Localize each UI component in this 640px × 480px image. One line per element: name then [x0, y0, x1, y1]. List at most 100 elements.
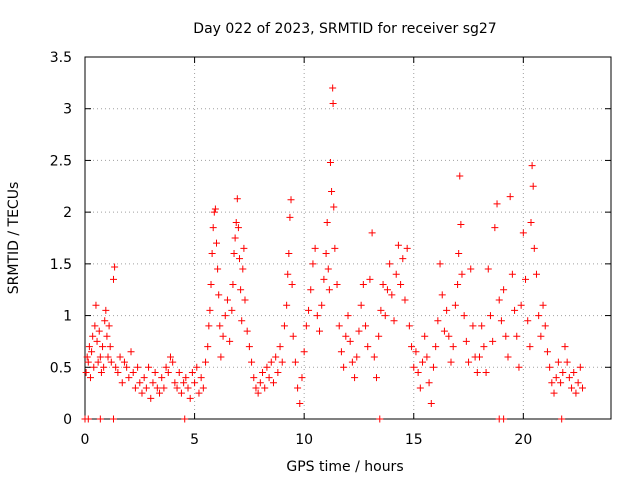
data-point: [96, 415, 104, 423]
data-point: [419, 358, 427, 366]
data-point: [149, 379, 157, 387]
data-point: [175, 368, 183, 376]
data-point: [388, 291, 396, 299]
data-point: [195, 389, 203, 397]
data-point: [570, 368, 578, 376]
data-point: [526, 343, 534, 351]
data-point: [276, 343, 284, 351]
data-point: [111, 263, 119, 271]
data-point: [329, 100, 337, 108]
data-point: [204, 343, 212, 351]
data-point: [100, 363, 108, 371]
data-point: [107, 358, 115, 366]
data-point: [82, 368, 90, 376]
data-point: [414, 368, 422, 376]
data-point: [109, 415, 117, 423]
data-point: [241, 296, 249, 304]
data-point: [90, 363, 98, 371]
data-point: [105, 322, 113, 330]
data-point: [313, 312, 321, 320]
data-point: [502, 332, 510, 340]
data-point: [425, 379, 433, 387]
data-point: [307, 286, 315, 294]
data-point: [116, 353, 124, 361]
data-point: [234, 224, 242, 232]
data-point: [519, 229, 527, 237]
y-tick-label: 2.5: [50, 153, 72, 169]
data-point: [169, 358, 177, 366]
data-point: [298, 374, 306, 382]
data-point: [164, 368, 172, 376]
data-point: [254, 389, 262, 397]
data-point: [181, 415, 189, 423]
data-point: [302, 322, 310, 330]
data-point: [118, 379, 126, 387]
data-point: [286, 213, 294, 221]
data-point: [91, 322, 99, 330]
data-point: [318, 301, 326, 309]
data-point: [386, 260, 394, 268]
data-point: [416, 384, 424, 392]
data-point: [476, 353, 483, 361]
data-point: [324, 265, 332, 273]
data-point: [344, 312, 352, 320]
data-point: [280, 322, 288, 330]
data-point: [421, 332, 429, 340]
data-point: [527, 218, 535, 226]
data-point: [256, 379, 264, 387]
x-tick-label: 0: [81, 432, 90, 448]
data-point: [180, 379, 188, 387]
data-point: [552, 374, 560, 382]
data-point: [93, 337, 101, 345]
data-point: [237, 286, 245, 294]
data-point: [465, 358, 473, 366]
data-point: [515, 363, 523, 371]
data-point: [127, 348, 135, 356]
x-tick-labels: 0 5 10 15 20: [81, 432, 533, 448]
chart-title: Day 022 of 2023, SRMTID for receiver sg2…: [193, 21, 496, 37]
data-point: [84, 358, 92, 366]
data-point: [239, 265, 247, 273]
data-point: [325, 286, 333, 294]
data-point: [357, 301, 365, 309]
data-point: [245, 343, 253, 351]
data-point: [173, 384, 181, 392]
grid-lines: [85, 57, 611, 419]
data-point: [284, 270, 292, 278]
data-point: [535, 312, 543, 320]
data-point: [238, 317, 246, 325]
data-point: [265, 374, 273, 382]
data-point: [112, 363, 120, 371]
data-point: [259, 368, 267, 376]
data-point: [351, 374, 359, 382]
y-tick-label: 3: [63, 102, 72, 118]
data-point: [296, 399, 304, 407]
plot-frame: [84, 56, 612, 420]
data-point: [86, 374, 94, 382]
y-tick-label: 2: [63, 205, 72, 221]
data-point: [449, 343, 457, 351]
data-point: [232, 218, 240, 226]
data-point: [83, 353, 91, 361]
data-point: [323, 218, 331, 226]
data-point: [226, 337, 234, 345]
data-point: [528, 162, 536, 170]
data-point: [214, 265, 222, 273]
data-point: [508, 270, 516, 278]
data-point: [379, 281, 387, 289]
data-point: [138, 389, 146, 397]
data-point: [142, 384, 150, 392]
data-point: [147, 394, 155, 402]
data-point: [252, 384, 260, 392]
data-point: [397, 281, 405, 289]
x-tick-label: 15: [405, 432, 423, 448]
y-tick-label: 0.5: [50, 360, 72, 376]
data-point: [579, 384, 587, 392]
data-point: [353, 353, 361, 361]
data-point: [443, 306, 451, 314]
data-point: [467, 265, 475, 273]
data-point: [322, 250, 330, 258]
data-point: [432, 343, 440, 351]
data-point: [333, 281, 341, 289]
data-point: [462, 337, 470, 345]
